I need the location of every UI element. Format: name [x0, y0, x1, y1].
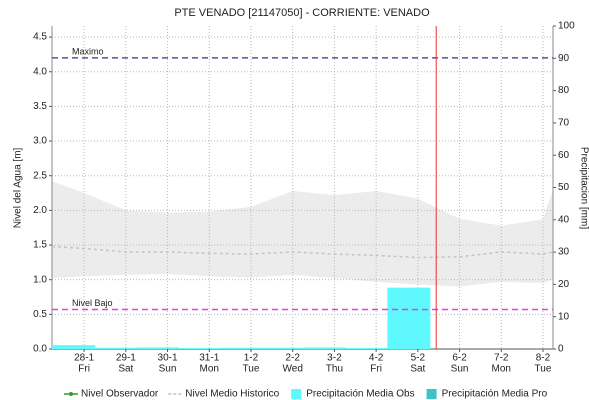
y-tick-label: 3.5	[33, 101, 47, 112]
y2-tick-label: 70	[558, 118, 570, 129]
y-tick-label: 2.5	[33, 170, 47, 181]
y2-tick-label: 0	[558, 344, 564, 355]
precipitation-bar	[387, 287, 431, 349]
precipitation-bar	[52, 345, 96, 349]
x-tick-weekday: Wed	[283, 364, 303, 375]
y2-tick-label: 80	[558, 85, 570, 96]
legend-item: Precipitación Media Obs	[291, 389, 415, 400]
legend-label: Nivel Observador	[81, 389, 159, 400]
legend-item: Precipitación Media Pro	[426, 389, 548, 400]
legend-item: Nivel Medio Historico	[168, 389, 280, 400]
y-axis-label: Nivel del Agua [m]	[13, 147, 24, 228]
legend-label: Nivel Medio Historico	[185, 389, 279, 400]
y-tick-label: 1.5	[33, 240, 47, 251]
precipitation-bar	[137, 347, 179, 349]
precipitation-bar	[220, 347, 263, 349]
x-tick-weekday: Fri	[78, 364, 90, 375]
precipitation-bar	[262, 347, 304, 349]
y2-tick-label: 100	[558, 21, 575, 32]
y2-tick-label: 20	[558, 279, 570, 290]
legend-symbol	[69, 392, 73, 396]
legend-label: Precipitación Media Obs	[306, 389, 414, 400]
legend-symbol	[426, 389, 437, 399]
precipitation-bar	[178, 348, 221, 349]
historic-range-band	[52, 181, 553, 287]
y2-tick-label: 10	[558, 311, 570, 322]
x-tick-label: 30-1	[158, 353, 178, 364]
legend-symbol	[291, 389, 302, 399]
y-tick-label: 4.5	[33, 32, 47, 43]
y2-axis-label: Precipitacion [mm]	[578, 147, 589, 229]
legend-item: Nivel Observador	[64, 389, 159, 400]
x-tick-weekday: Mon	[492, 364, 511, 375]
x-tick-label: 29-1	[116, 353, 136, 364]
y-tick-label: 1.0	[33, 274, 47, 285]
x-tick-weekday: Tue	[535, 364, 552, 375]
chart-title: PTE VENADO [21147050] - CORRIENTE: VENAD…	[174, 7, 430, 19]
x-tick-weekday: Sun	[159, 364, 177, 375]
y-tick-label: 3.0	[33, 136, 47, 147]
y2-tick-label: 90	[558, 53, 570, 64]
x-tick-weekday: Sat	[118, 364, 133, 375]
y-tick-label: 0.5	[33, 309, 47, 320]
precipitation-bar	[345, 348, 388, 349]
precipitation-bar	[303, 347, 346, 349]
reference-label: Nivel Bajo	[72, 298, 113, 308]
y2-tick-label: 30	[558, 247, 570, 258]
x-tick-weekday: Thu	[326, 364, 343, 375]
y2-tick-label: 40	[558, 214, 570, 225]
level-line	[51, 245, 554, 259]
x-tick-label: 6-2	[452, 353, 467, 364]
x-tick-label: 2-2	[285, 353, 300, 364]
legend-label: Precipitación Media Pro	[442, 389, 548, 400]
precipitation-bar	[95, 347, 138, 349]
y-tick-label: 0.0	[33, 344, 47, 355]
x-tick-weekday: Tue	[243, 364, 260, 375]
y2-tick-label: 50	[558, 182, 570, 193]
reference-label: Maximo	[72, 46, 104, 56]
y2-tick-label: 60	[558, 150, 570, 161]
x-tick-weekday: Fri	[370, 364, 382, 375]
x-tick-weekday: Sat	[410, 364, 425, 375]
y-tick-label: 4.0	[33, 66, 47, 77]
x-tick-label: 28-1	[74, 353, 94, 364]
x-tick-weekday: Mon	[200, 364, 219, 375]
x-tick-label: 7-2	[494, 353, 509, 364]
y-tick-label: 2.0	[33, 205, 47, 216]
x-tick-label: 3-2	[327, 353, 342, 364]
x-tick-label: 1-2	[244, 353, 259, 364]
x-tick-label: 8-2	[536, 353, 551, 364]
x-tick-label: 4-2	[369, 353, 384, 364]
x-tick-label: 5-2	[411, 353, 426, 364]
x-tick-weekday: Sun	[451, 364, 469, 375]
x-tick-label: 31-1	[199, 353, 219, 364]
